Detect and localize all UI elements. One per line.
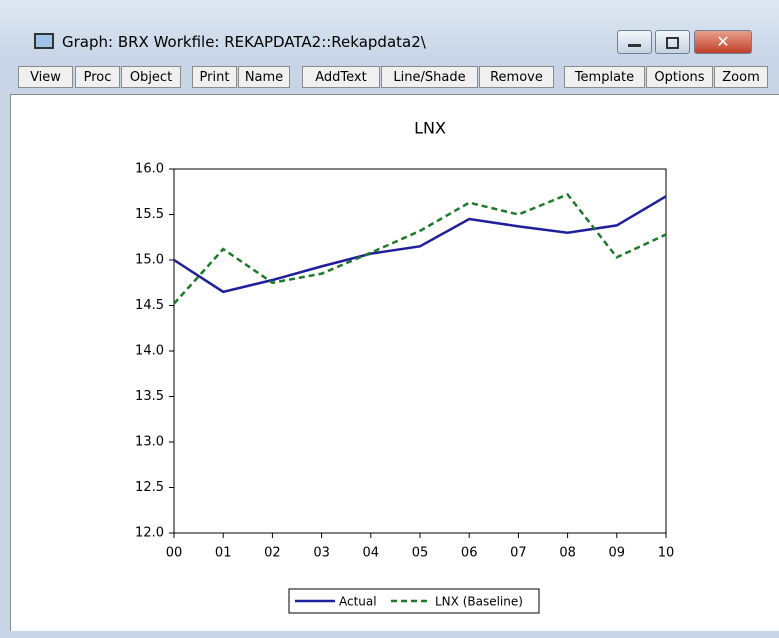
toolbar-button[interactable]: Remove [479,66,554,88]
y-tick-label: 13.5 [135,389,164,404]
plot-frame [174,169,666,533]
y-tick-label: 13.0 [135,435,164,450]
x-tick-label: 10 [658,546,675,561]
toolbar-button[interactable]: Line/Shade [381,66,478,88]
y-tick-label: 15.0 [135,253,164,268]
series-line [174,194,666,303]
toolbar-button[interactable]: Options [646,66,713,88]
legend-label: Actual [339,595,377,609]
x-tick-label: 09 [609,546,626,561]
title-bar: Graph: BRX Workfile: REKAPDATA2::Rekapda… [0,0,779,60]
toolbar-button[interactable]: View [18,66,73,88]
x-tick-label: 05 [412,546,429,561]
x-tick-label: 07 [510,546,527,561]
y-tick-label: 15.5 [135,207,164,222]
x-tick-label: 01 [215,546,232,561]
y-tick-label: 12.5 [135,480,164,495]
x-tick-label: 04 [363,546,380,561]
y-tick-label: 16.0 [135,162,164,177]
chart: LNX 12.0 12.5 13.0 13.5 14.0 14.5 15.0 15.5 16.0 0… [11,95,779,631]
x-tick-label: 08 [559,546,576,561]
close-button[interactable]: ✕ [694,30,752,54]
toolbar-button[interactable]: Print [192,66,237,88]
y-tick-label: 12.0 [135,526,164,541]
toolbar-button[interactable]: Proc [75,66,120,88]
maximize-button[interactable] [655,30,690,54]
x-tick-label: 00 [166,546,183,561]
x-tick-label: 06 [461,546,478,561]
app-icon [34,33,54,49]
y-tick-label: 14.5 [135,298,164,313]
graph-area: LNX 12.0 12.5 13.0 13.5 14.0 14.5 15.0 15.5 16.0 0… [10,94,779,631]
series-line [174,196,666,292]
x-tick-label: 02 [264,546,281,561]
toolbar-button[interactable]: Template [564,66,645,88]
minimize-button[interactable] [617,30,652,54]
chart-title: LNX [414,119,446,138]
toolbar-button[interactable]: AddText [302,66,380,88]
x-tick-label: 03 [313,546,330,561]
window: Graph: BRX Workfile: REKAPDATA2::Rekapda… [0,0,779,638]
toolbar-button[interactable]: Name [238,66,290,88]
toolbar-button[interactable]: Zoom [714,66,768,88]
y-tick-label: 14.0 [135,344,164,359]
toolbar-button[interactable]: Object [121,66,181,88]
legend-label: LNX (Baseline) [435,595,523,609]
window-title: Graph: BRX Workfile: REKAPDATA2::Rekapda… [62,33,426,51]
